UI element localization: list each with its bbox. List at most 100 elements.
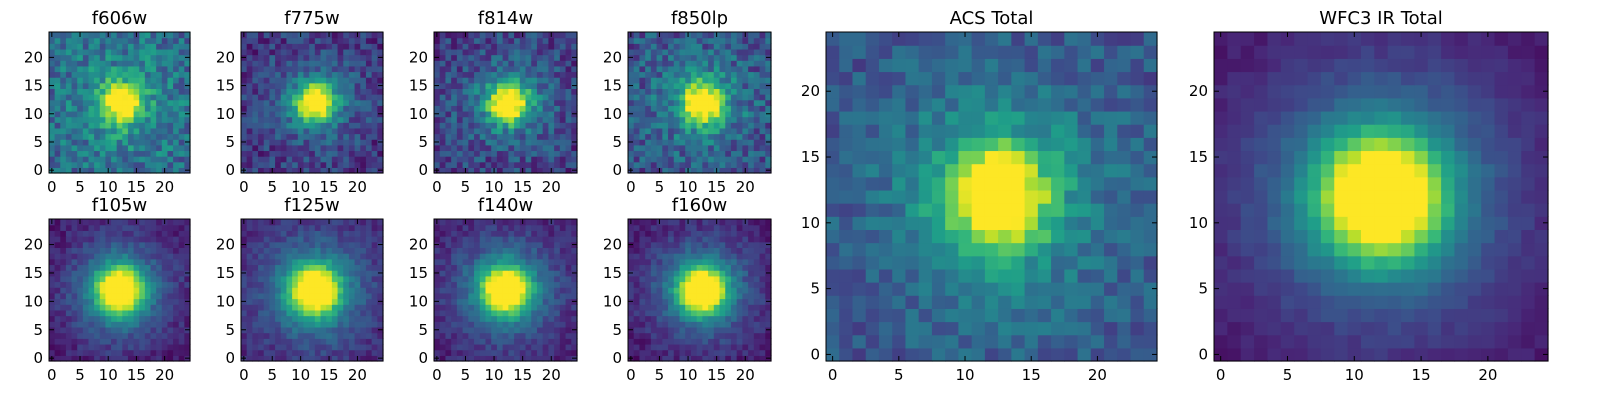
heatmap-cell: [485, 304, 492, 311]
heatmap-cell: [343, 247, 350, 254]
heatmap-cell: [679, 65, 686, 73]
heatmap-cell: [708, 321, 715, 328]
heatmap-cell: [759, 122, 766, 129]
heatmap-cell: [690, 287, 698, 294]
heatmap-cell: [105, 332, 112, 339]
heatmap-cell: [702, 167, 709, 174]
heatmap-cell: [439, 77, 447, 84]
heatmap-cell: [269, 105, 276, 112]
heatmap-cell: [708, 77, 715, 84]
heatmap-cell: [559, 54, 567, 61]
heatmap-cell: [116, 127, 123, 135]
heatmap-cell: [650, 156, 658, 163]
heatmap-cell: [496, 258, 504, 266]
heatmap-cell: [161, 326, 169, 334]
heatmap-cell: [150, 167, 157, 174]
heatmap-cell: [542, 105, 549, 112]
heatmap-cell: [565, 32, 572, 39]
heatmap-cell: [354, 139, 361, 146]
heatmap-cell: [679, 144, 686, 152]
heatmap-cell: [491, 281, 498, 288]
heatmap-cell: [365, 82, 373, 89]
heatmap-cell: [314, 144, 322, 152]
heatmap-cell: [88, 60, 95, 67]
heatmap-cell: [491, 71, 498, 78]
heatmap-cell: [54, 32, 61, 39]
heatmap-cell: [753, 43, 761, 50]
heatmap-cell: [365, 77, 373, 84]
heatmap-cell: [434, 71, 441, 78]
heatmap-cell: [673, 144, 681, 152]
heatmap-cell: [559, 127, 567, 135]
heatmap-cell: [479, 54, 487, 61]
heatmap-cell: [719, 292, 726, 300]
heatmap-cell: [445, 349, 452, 356]
heatmap-cell: [536, 224, 544, 231]
heatmap-cell: [331, 127, 339, 135]
heatmap-cell: [71, 161, 78, 168]
heatmap-cell: [269, 264, 276, 271]
heatmap-cell: [331, 161, 339, 168]
heatmap-cell: [565, 77, 572, 84]
heatmap-cell: [708, 167, 715, 174]
heatmap-cell: [365, 43, 373, 50]
heatmap-cell: [156, 224, 163, 231]
heatmap-cell: [554, 133, 561, 140]
x-tick-label: 20: [348, 178, 367, 196]
heatmap-cell: [258, 48, 265, 56]
heatmap-cell: [456, 77, 464, 84]
heatmap-cell: [468, 355, 475, 362]
heatmap-cell: [502, 54, 509, 61]
heatmap-cell: [748, 54, 755, 61]
heatmap-cell: [116, 54, 123, 61]
heatmap-cell: [348, 224, 356, 231]
heatmap-cell: [519, 43, 527, 50]
heatmap-cell: [525, 116, 532, 123]
heatmap-cell: [514, 298, 521, 305]
heatmap-cell: [456, 122, 464, 129]
heatmap-cell: [156, 275, 163, 283]
heatmap-cell: [82, 65, 90, 73]
heatmap-cell: [645, 270, 652, 277]
heatmap-cell: [696, 133, 703, 140]
heatmap-cell: [54, 43, 61, 50]
heatmap-cell: [736, 54, 743, 61]
heatmap-cell: [122, 94, 129, 101]
heatmap-cell: [275, 315, 282, 322]
heatmap-cell: [725, 37, 732, 44]
heatmap-cell: [263, 219, 270, 226]
heatmap-cell: [519, 321, 527, 328]
heatmap-cell: [508, 338, 515, 345]
heatmap-cell: [474, 110, 481, 118]
heatmap-cell: [60, 253, 67, 260]
heatmap-cell: [65, 54, 73, 61]
heatmap-cell: [60, 264, 67, 271]
heatmap-cell: [275, 304, 282, 311]
heatmap-cell: [111, 127, 118, 135]
heatmap-cell: [685, 150, 692, 157]
heatmap-cell: [502, 156, 509, 163]
x-tick-label: 15: [513, 366, 532, 384]
heatmap-cell: [280, 264, 288, 271]
heatmap-cell: [343, 122, 350, 129]
heatmap-cell: [167, 156, 174, 163]
heatmap-cell: [326, 292, 333, 300]
heatmap-cell: [571, 264, 578, 271]
heatmap-cell: [111, 309, 118, 317]
heatmap-cell: [742, 287, 749, 294]
heatmap-cell: [508, 247, 515, 254]
heatmap-cell: [753, 309, 761, 317]
heatmap-cell: [474, 304, 481, 311]
heatmap-cell: [246, 270, 253, 277]
heatmap-cell: [650, 349, 658, 356]
heatmap-cell: [320, 343, 327, 351]
heatmap-cell: [679, 94, 686, 101]
heatmap-cell: [554, 65, 561, 73]
heatmap-cell: [456, 315, 464, 322]
heatmap-cell: [673, 292, 681, 300]
heatmap-cell: [71, 133, 78, 140]
heatmap-cell: [280, 139, 288, 146]
heatmap-cell: [508, 65, 515, 73]
heatmap-cell: [542, 281, 549, 288]
heatmap-cell: [343, 43, 350, 50]
